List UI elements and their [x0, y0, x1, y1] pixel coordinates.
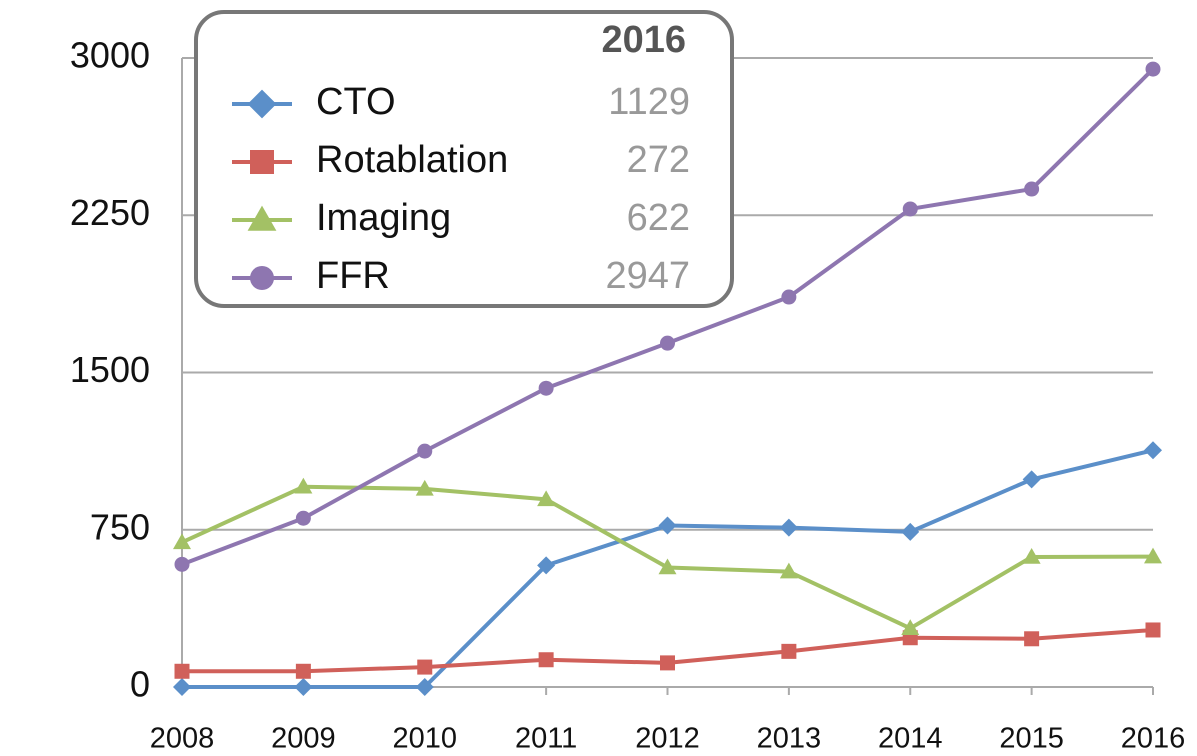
marker	[902, 201, 918, 217]
x-tick-label: 2009	[271, 723, 336, 755]
legend-value: 272	[627, 139, 690, 181]
marker	[415, 678, 434, 696]
legend-label: FFR	[316, 255, 390, 297]
marker	[1144, 441, 1162, 460]
marker	[538, 652, 554, 668]
marker	[174, 663, 190, 679]
legend-label: Rotablation	[316, 139, 508, 181]
marker	[660, 335, 675, 351]
series-line	[181, 484, 1154, 631]
marker	[294, 477, 313, 494]
legend-label: CTO	[316, 81, 396, 123]
x-tick-label: 2012	[635, 723, 700, 755]
marker	[174, 556, 190, 572]
marker	[247, 89, 277, 119]
marker	[1024, 181, 1040, 197]
plot	[173, 61, 1162, 696]
marker	[173, 678, 191, 696]
x-tick-label: 2016	[1121, 723, 1186, 755]
x-tick-label: 2014	[878, 723, 943, 755]
legend-header: 2016	[601, 19, 686, 61]
x-tick-label: 2010	[392, 723, 457, 755]
y-tick-label: 0	[130, 664, 150, 705]
marker	[538, 380, 554, 396]
marker	[417, 659, 433, 675]
y-tick-label: 1500	[70, 349, 150, 390]
marker	[173, 533, 191, 550]
legend-box	[194, 10, 734, 308]
marker	[415, 479, 434, 496]
marker	[294, 678, 313, 696]
marker	[537, 556, 556, 575]
marker	[660, 655, 675, 671]
x-tick-label: 2013	[757, 723, 822, 755]
marker	[658, 516, 677, 535]
marker	[247, 205, 277, 231]
marker	[537, 490, 556, 507]
legend-value: 622	[627, 197, 690, 239]
marker	[781, 643, 797, 659]
marker	[779, 562, 798, 579]
marker	[295, 663, 311, 679]
y-tick-label: 750	[90, 506, 150, 547]
marker	[1024, 631, 1040, 647]
legend-label: Imaging	[316, 197, 451, 239]
marker	[779, 518, 798, 537]
marker	[250, 150, 274, 174]
marker	[250, 266, 274, 290]
marker	[901, 522, 920, 541]
marker	[1145, 622, 1161, 638]
marker	[781, 289, 797, 305]
marker	[1145, 61, 1161, 77]
marker	[1022, 548, 1041, 564]
marker	[658, 558, 677, 575]
legend-value: 1129	[608, 81, 690, 123]
marker	[901, 619, 920, 636]
x-tick-label: 2008	[150, 723, 215, 755]
y-tick-label: 3000	[70, 35, 150, 76]
y-tick-label: 2250	[70, 192, 150, 233]
legend: 2016 CTO 1129 Rotablation 272 Imaging 622 FFR 29…	[194, 10, 734, 308]
legend-value: 2947	[605, 255, 690, 297]
x-tick-label: 2011	[515, 723, 577, 755]
marker	[1144, 547, 1162, 564]
marker	[295, 510, 311, 526]
marker	[1022, 470, 1041, 489]
x-tick-label: 2015	[999, 723, 1064, 755]
marker	[417, 443, 433, 459]
